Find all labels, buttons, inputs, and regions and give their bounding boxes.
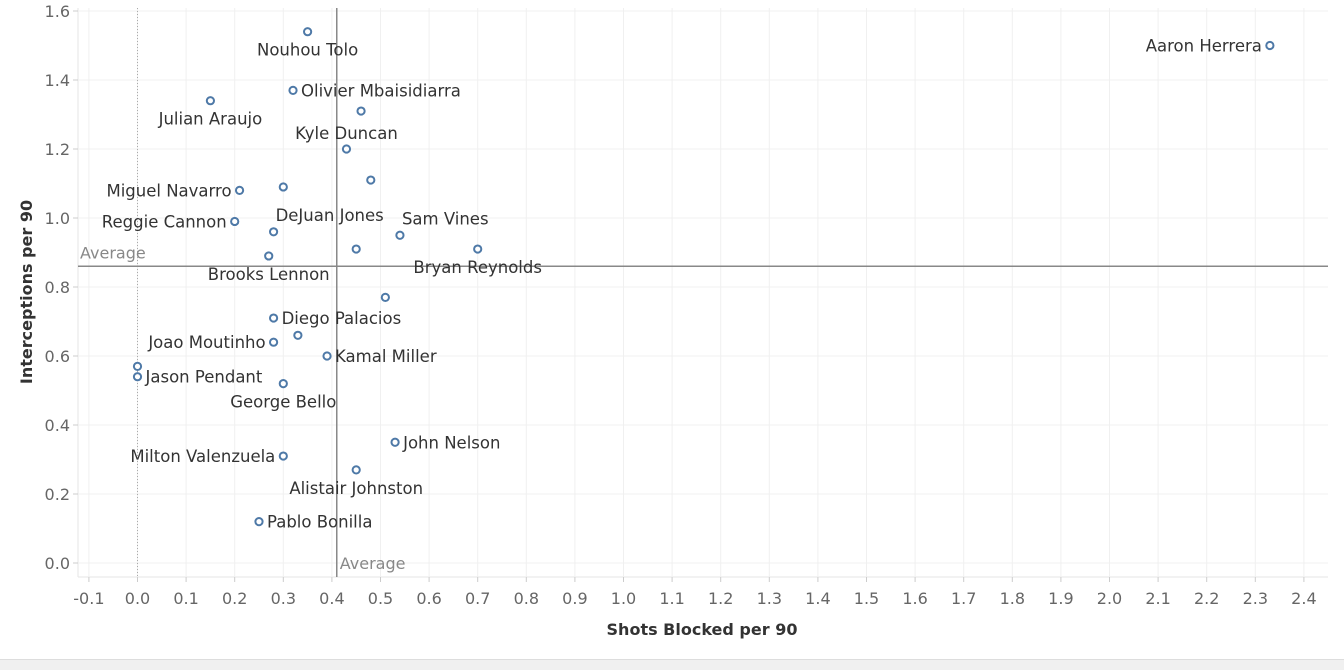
data-point xyxy=(356,106,366,116)
point-label: George Bello xyxy=(230,393,336,412)
data-point xyxy=(278,182,288,192)
reference-lines: Average Average xyxy=(78,8,1328,577)
point-label: Jason Pendant xyxy=(145,368,263,387)
x-tick-label: 0.9 xyxy=(562,589,587,608)
data-point xyxy=(278,379,288,389)
y-axis-title: Interceptions per 90 xyxy=(17,200,36,384)
data-point xyxy=(254,517,264,527)
y-tick-label: 0.6 xyxy=(45,347,70,366)
data-point xyxy=(473,244,483,254)
x-tick-label: 1.8 xyxy=(1000,589,1025,608)
x-tick-label: 0.7 xyxy=(465,589,490,608)
y-axis-ticks: 0.0 0.2 0.4 0.6 0.8 1.0 1.2 1.4 1.6 xyxy=(45,2,70,573)
point-label: John Nelson xyxy=(402,433,500,452)
point-label: Joao Moutinho xyxy=(147,333,265,352)
x-tick-label: 1.1 xyxy=(659,589,684,608)
point-label: Brooks Lennon xyxy=(208,265,330,284)
data-point xyxy=(380,292,390,302)
data-point xyxy=(1265,40,1275,51)
point-label: Nouhou Tolo xyxy=(257,41,358,60)
y-average-label: Average xyxy=(80,243,146,262)
x-tick-label: 2.2 xyxy=(1194,589,1219,608)
y-tick-label: 0.4 xyxy=(45,416,70,435)
x-tick-label: 0.4 xyxy=(319,589,344,608)
data-point xyxy=(288,85,298,95)
data-point xyxy=(390,437,400,447)
data-point xyxy=(132,361,143,371)
x-average-label: Average xyxy=(340,554,406,573)
x-tick-label: 0.8 xyxy=(514,589,539,608)
x-tick-label: 2.4 xyxy=(1291,589,1316,608)
point-label: Olivier Mbaisidiarra xyxy=(301,81,461,100)
x-tick-label: 0.3 xyxy=(271,589,296,608)
x-axis-ticks: -0.1 0.0 0.1 0.2 0.3 0.4 0.5 0.6 0.7 0.8 0.9 1.0 1.1… xyxy=(73,589,1316,608)
x-tick-label: 1.6 xyxy=(902,589,927,608)
x-tick-label: 1.0 xyxy=(611,589,636,608)
data-point xyxy=(366,175,376,185)
data-point xyxy=(205,96,215,106)
x-axis-title: Shots Blocked per 90 xyxy=(607,620,798,639)
data-point xyxy=(132,372,143,382)
data-point xyxy=(351,465,361,475)
y-tick-label: 1.4 xyxy=(45,71,70,90)
x-tick-label: 1.4 xyxy=(805,589,830,608)
data-point xyxy=(341,144,352,154)
gridlines xyxy=(73,8,1328,582)
point-label: Aaron Herrera xyxy=(1146,37,1262,56)
data-point xyxy=(278,451,288,461)
x-tick-label: 2.1 xyxy=(1145,589,1170,608)
x-tick-label: 0.1 xyxy=(173,589,198,608)
data-point xyxy=(230,216,240,227)
x-tick-label: 0.5 xyxy=(368,589,393,608)
bottom-scrollbar-strip xyxy=(0,659,1344,670)
data-point xyxy=(268,337,279,347)
point-label: Sam Vines xyxy=(402,209,489,228)
data-points xyxy=(132,27,1275,527)
y-tick-label: 0.2 xyxy=(45,485,70,504)
data-point xyxy=(264,251,274,261)
y-tick-label: 0.0 xyxy=(45,554,70,573)
x-tick-label: 1.3 xyxy=(757,589,782,608)
x-tick-label: 2.3 xyxy=(1243,589,1268,608)
point-label: Milton Valenzuela xyxy=(130,447,275,466)
point-label: Bryan Reynolds xyxy=(413,258,542,277)
data-point xyxy=(293,330,303,340)
x-tick-label: 0.2 xyxy=(222,589,247,608)
point-label: Diego Palacios xyxy=(282,309,402,328)
data-point xyxy=(351,244,361,254)
data-point xyxy=(234,185,245,195)
point-labels: Nouhou Tolo Aaron Herrera Olivier Mbaisidi… xyxy=(102,37,1262,532)
y-tick-label: 1.2 xyxy=(45,140,70,159)
data-point xyxy=(268,313,279,323)
x-tick-label: 0.0 xyxy=(125,589,150,608)
y-tick-label: 1.6 xyxy=(45,2,70,21)
x-tick-label: 0.6 xyxy=(416,589,441,608)
data-point xyxy=(322,351,332,361)
data-point xyxy=(303,27,313,37)
x-tick-label: 1.5 xyxy=(854,589,879,608)
x-tick-label: 1.2 xyxy=(708,589,733,608)
x-tick-label: 1.7 xyxy=(951,589,976,608)
point-label: Alistair Johnston xyxy=(289,479,423,498)
data-point xyxy=(268,227,279,237)
y-tick-label: 0.8 xyxy=(45,278,70,297)
point-label: Miguel Navarro xyxy=(106,181,231,200)
point-label: Reggie Cannon xyxy=(102,212,227,231)
x-tick-label: 2.0 xyxy=(1097,589,1122,608)
data-point xyxy=(395,230,405,240)
y-tick-label: 1.0 xyxy=(45,209,70,228)
x-tick-label: -0.1 xyxy=(73,589,104,608)
point-label: Kyle Duncan xyxy=(295,124,398,143)
point-label: Julian Araujo xyxy=(158,110,263,129)
point-label: Pablo Bonilla xyxy=(267,513,372,532)
x-tick-label: 1.9 xyxy=(1048,589,1073,608)
point-label: Kamal Miller xyxy=(335,347,437,366)
point-label: DeJuan Jones xyxy=(276,206,384,225)
